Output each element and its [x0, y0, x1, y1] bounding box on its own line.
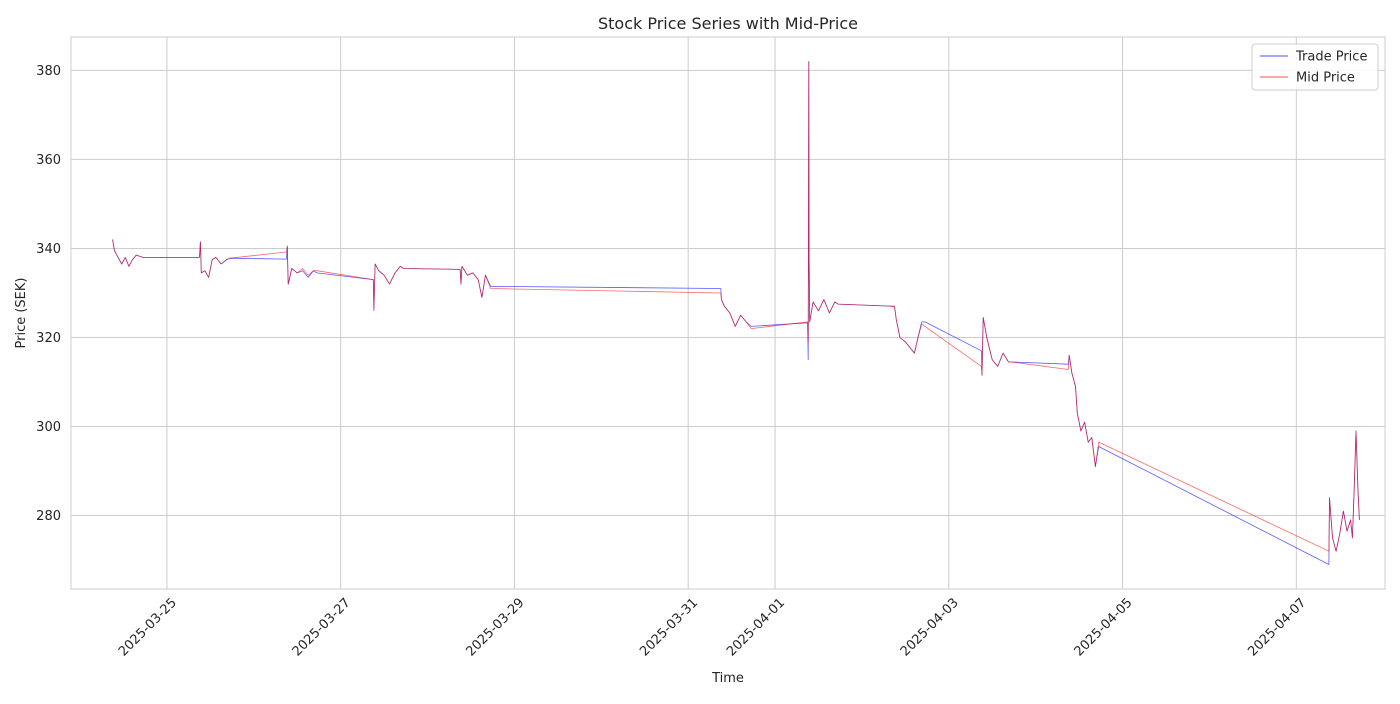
y-tick-label: 380 [36, 64, 61, 79]
x-tick-label: 2025-04-07 [1245, 595, 1309, 659]
x-tick-label: 2025-03-29 [463, 595, 527, 659]
plot-frame [70, 36, 1386, 590]
legend: Trade Price Mid Price [1251, 43, 1379, 91]
x-axis-label: Time [711, 671, 744, 686]
x-tick-label: 2025-03-25 [116, 595, 180, 659]
legend-label: Mid Price [1296, 71, 1355, 86]
y-tick-label: 280 [36, 509, 61, 524]
y-axis-label: Price (SEK) [14, 278, 29, 349]
series-lines [112, 61, 1360, 565]
chart-title: Stock Price Series with Mid-Price [598, 14, 858, 33]
x-tick-label: 2025-04-03 [898, 595, 962, 659]
y-tick-label: 320 [36, 331, 61, 346]
x-tick-label: 2025-03-31 [637, 595, 701, 659]
x-tick-label: 2025-03-27 [290, 595, 354, 659]
x-tick-label: 2025-04-05 [1072, 595, 1136, 659]
series-line-trade-price [112, 61, 1360, 565]
series-line-mid-price [112, 61, 1360, 552]
y-tick-label: 340 [36, 242, 61, 257]
y-tick-label: 300 [36, 420, 61, 435]
y-tick-label: 360 [36, 153, 61, 168]
grid [71, 37, 1385, 589]
x-tick-label: 2025-04-01 [724, 595, 788, 659]
y-tick-labels: 280 300 320 340 360 380 [36, 64, 61, 524]
legend-label: Trade Price [1295, 50, 1367, 65]
x-tick-labels: 2025-03-25 2025-03-27 2025-03-29 2025-03-31… [116, 595, 1309, 659]
